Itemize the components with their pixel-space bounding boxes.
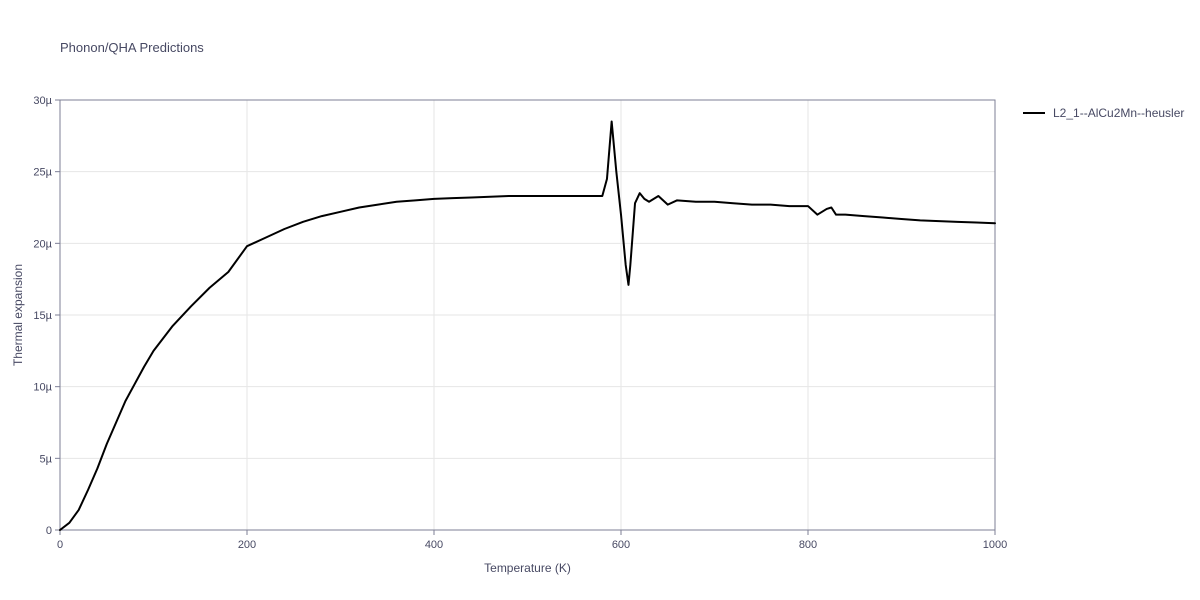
svg-text:5µ: 5µ	[40, 453, 53, 465]
svg-text:Temperature (K): Temperature (K)	[484, 561, 571, 575]
svg-text:800: 800	[799, 539, 817, 551]
svg-text:30µ: 30µ	[33, 95, 52, 107]
svg-text:25µ: 25µ	[33, 167, 52, 179]
svg-text:0: 0	[57, 539, 63, 551]
svg-text:400: 400	[425, 539, 443, 551]
svg-text:20µ: 20µ	[33, 238, 52, 250]
svg-text:1000: 1000	[983, 539, 1007, 551]
svg-text:0: 0	[46, 525, 52, 537]
svg-text:10µ: 10µ	[33, 382, 52, 394]
svg-text:15µ: 15µ	[33, 310, 52, 322]
chart-svg: 0 200 400 600 800 1000 0 5µ 10µ 15µ 20µ 25µ 30µ Tempe…	[0, 0, 1200, 600]
svg-text:600: 600	[612, 539, 630, 551]
svg-text:200: 200	[238, 539, 256, 551]
svg-text:Thermal expansion: Thermal expansion	[11, 264, 25, 366]
